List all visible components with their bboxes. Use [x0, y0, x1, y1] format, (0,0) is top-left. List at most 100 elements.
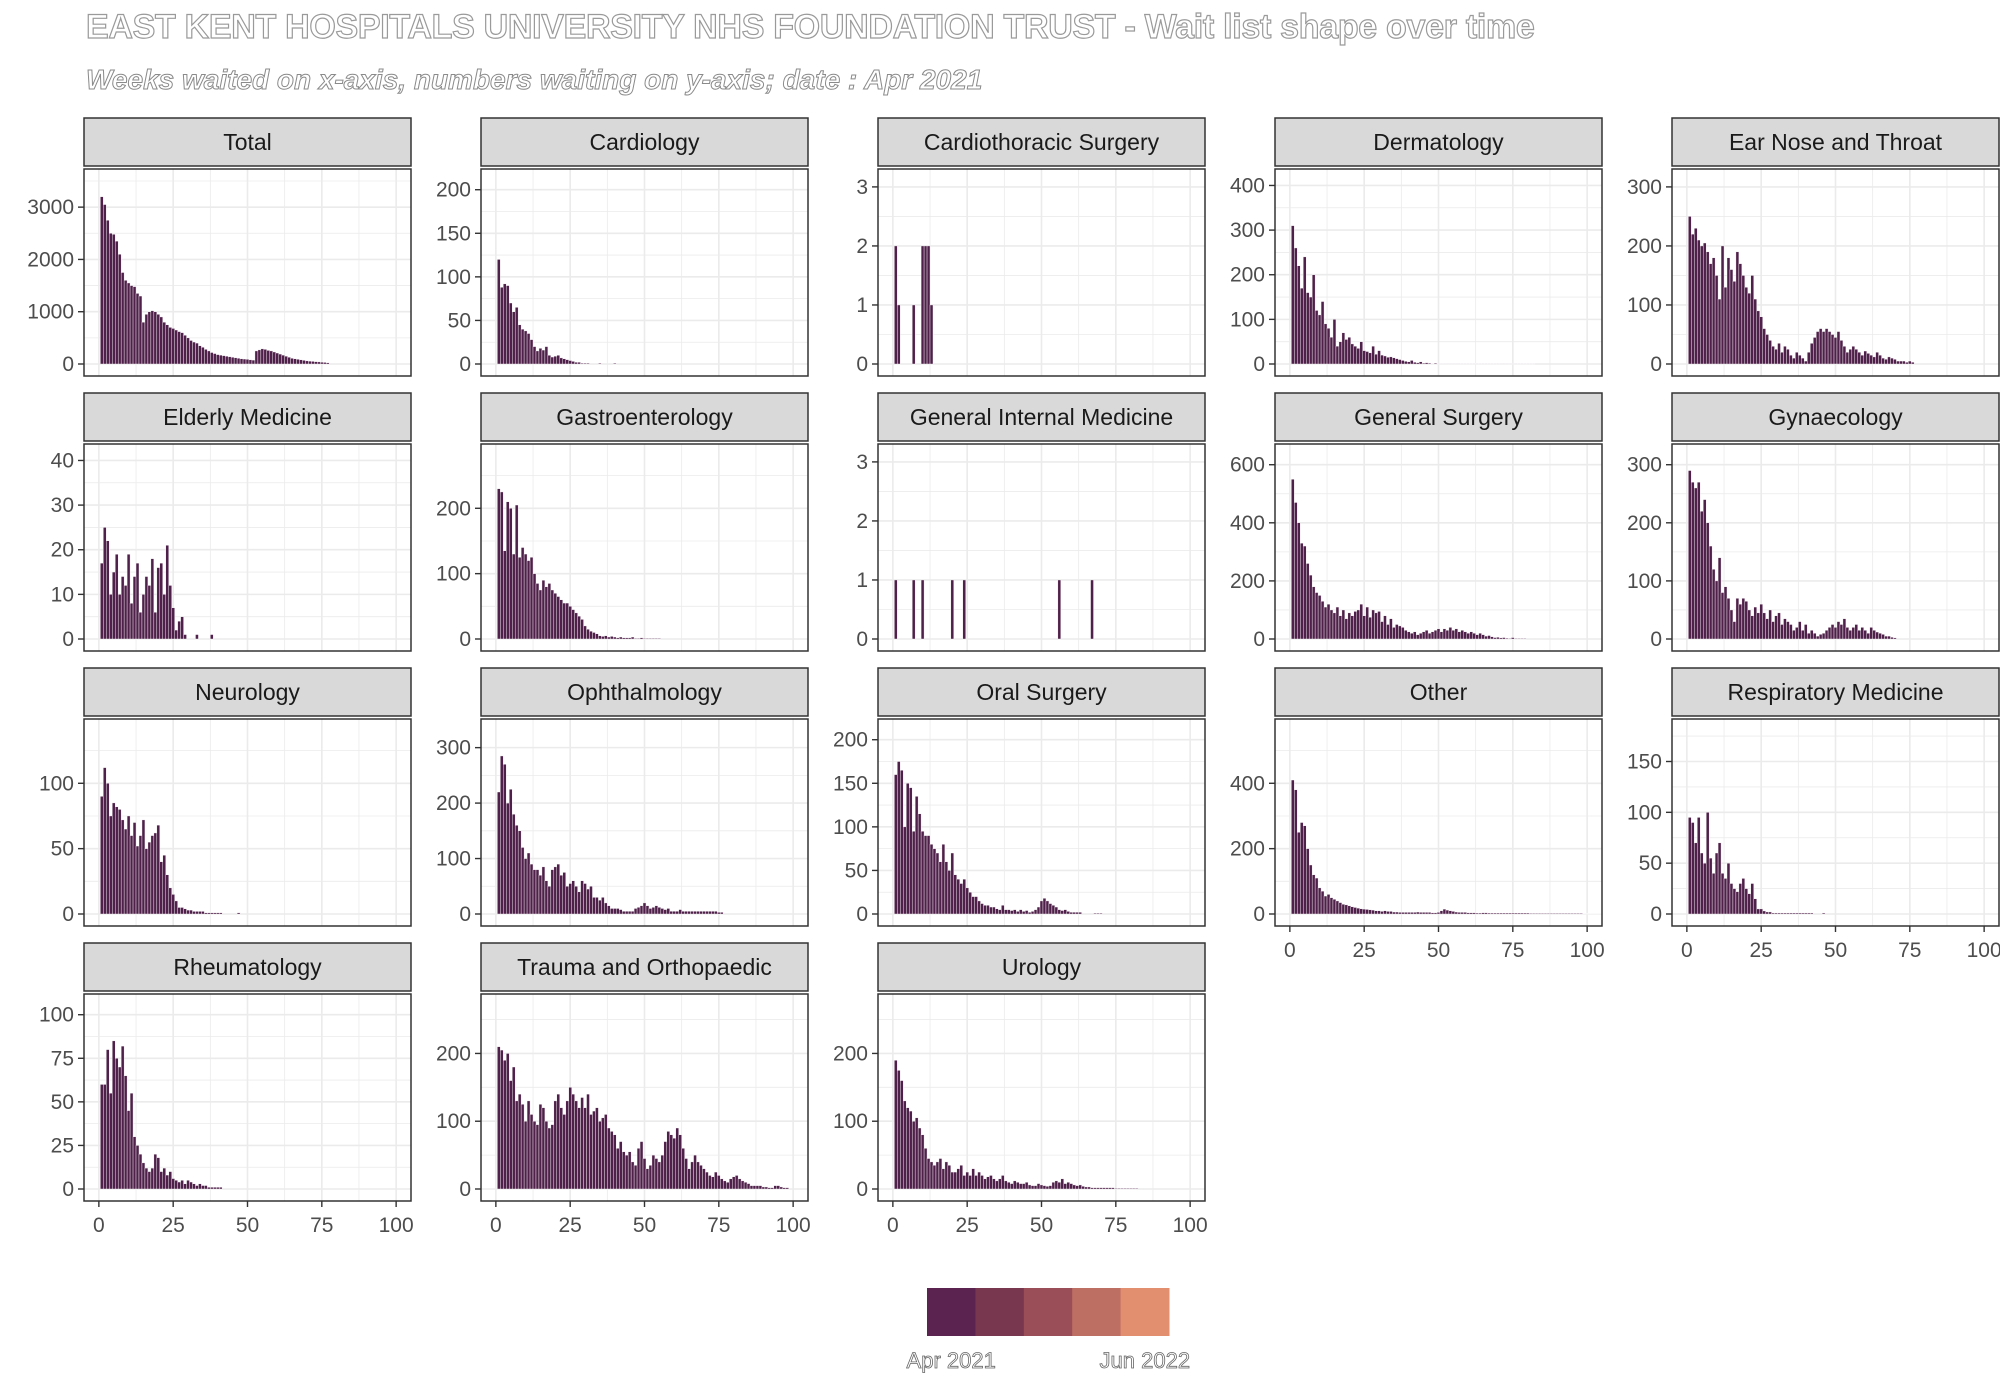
bar	[974, 896, 978, 915]
bar	[529, 863, 534, 915]
x-tick-label: 100	[1173, 1214, 1208, 1237]
panel-border	[480, 168, 809, 377]
bar	[219, 354, 223, 365]
bar	[1700, 245, 1704, 365]
legend-swatch	[1072, 1288, 1122, 1336]
bar	[914, 796, 919, 915]
bar	[1374, 910, 1378, 915]
bar	[512, 813, 516, 915]
legend-swatch	[1120, 1288, 1170, 1336]
bar	[529, 1114, 534, 1190]
y-tick-label: 100	[39, 1004, 74, 1027]
bar	[1756, 908, 1760, 915]
bar	[103, 767, 107, 915]
bar	[559, 1107, 563, 1190]
y-tick-label: 200	[833, 1042, 868, 1065]
bar	[1786, 349, 1790, 365]
bar	[147, 1171, 152, 1190]
bar	[1380, 621, 1384, 640]
facet-strip-label: General Internal Medicine	[910, 404, 1173, 430]
x-tick-label: 100	[1967, 939, 2000, 962]
bar	[714, 911, 718, 915]
bar	[1801, 357, 1805, 365]
bar	[275, 352, 279, 365]
bar	[1789, 354, 1793, 365]
panel-border	[1274, 168, 1603, 377]
bar	[1427, 362, 1432, 365]
bar	[687, 911, 691, 915]
bar	[512, 311, 516, 365]
bar	[1131, 1188, 1136, 1190]
bar	[1395, 624, 1399, 640]
bar	[1096, 912, 1100, 915]
bar	[1120, 1188, 1124, 1190]
bar	[1413, 912, 1417, 915]
bar	[565, 359, 569, 365]
bar	[1711, 569, 1716, 640]
bar	[1694, 842, 1698, 915]
chart-title: EAST KENT HOSPITALS UNIVERSITY NHS FOUND…	[85, 7, 1535, 46]
bar	[129, 1092, 134, 1190]
facet-panel: Oral Surgery 0 50 100 150 200	[833, 667, 1206, 927]
bar	[782, 1187, 786, 1190]
bar	[684, 911, 688, 915]
bar	[500, 755, 504, 915]
bar	[1851, 627, 1856, 640]
bar	[1072, 912, 1076, 915]
bar	[201, 911, 205, 915]
bar	[210, 912, 214, 915]
bar	[586, 628, 590, 640]
bar	[523, 1121, 528, 1190]
facet-panel: Gastroenterology 0 100 200	[436, 392, 809, 652]
bar	[1377, 910, 1381, 915]
bar	[1350, 615, 1354, 640]
y-tick-label: 100	[436, 1110, 471, 1133]
bar	[1395, 911, 1399, 915]
bar	[1030, 911, 1035, 915]
legend-swatch	[975, 1288, 1025, 1336]
facet-strip	[877, 117, 1206, 167]
bar	[1481, 912, 1485, 915]
bar	[1311, 274, 1316, 365]
bar	[1075, 912, 1079, 915]
bar	[1386, 911, 1390, 915]
bar	[1341, 609, 1346, 640]
bar	[509, 789, 513, 915]
bar	[535, 869, 540, 915]
bar	[1789, 912, 1793, 915]
bar	[622, 637, 626, 640]
bar	[1042, 898, 1047, 915]
bar	[1433, 912, 1438, 915]
bar	[947, 1165, 952, 1190]
x-tick-label: 75	[1898, 939, 1921, 962]
bar	[1294, 247, 1298, 365]
facet-panel: Neurology 0 50 100	[39, 667, 412, 927]
bar	[129, 603, 134, 640]
bar	[156, 824, 161, 915]
bar	[109, 815, 113, 915]
bar	[1688, 817, 1692, 915]
bar	[1469, 912, 1473, 915]
bar	[1484, 912, 1488, 915]
bar	[1039, 1184, 1044, 1190]
y-tick-label: 100	[1627, 801, 1662, 824]
bar	[1490, 912, 1494, 915]
bar	[616, 637, 620, 640]
bar	[216, 1187, 220, 1190]
bar	[601, 1117, 605, 1190]
bar	[1517, 912, 1521, 915]
bar	[523, 553, 528, 640]
bar	[636, 638, 641, 640]
bar	[269, 350, 273, 365]
bar	[1407, 631, 1411, 640]
bar	[1768, 609, 1772, 640]
bar	[1383, 910, 1387, 915]
bar	[1359, 341, 1363, 365]
bar	[1114, 1188, 1118, 1190]
bar	[272, 351, 276, 365]
bar	[1475, 912, 1479, 915]
bar	[1756, 612, 1760, 640]
bar	[1836, 621, 1841, 640]
bar	[1750, 275, 1754, 365]
bar	[1546, 913, 1551, 915]
